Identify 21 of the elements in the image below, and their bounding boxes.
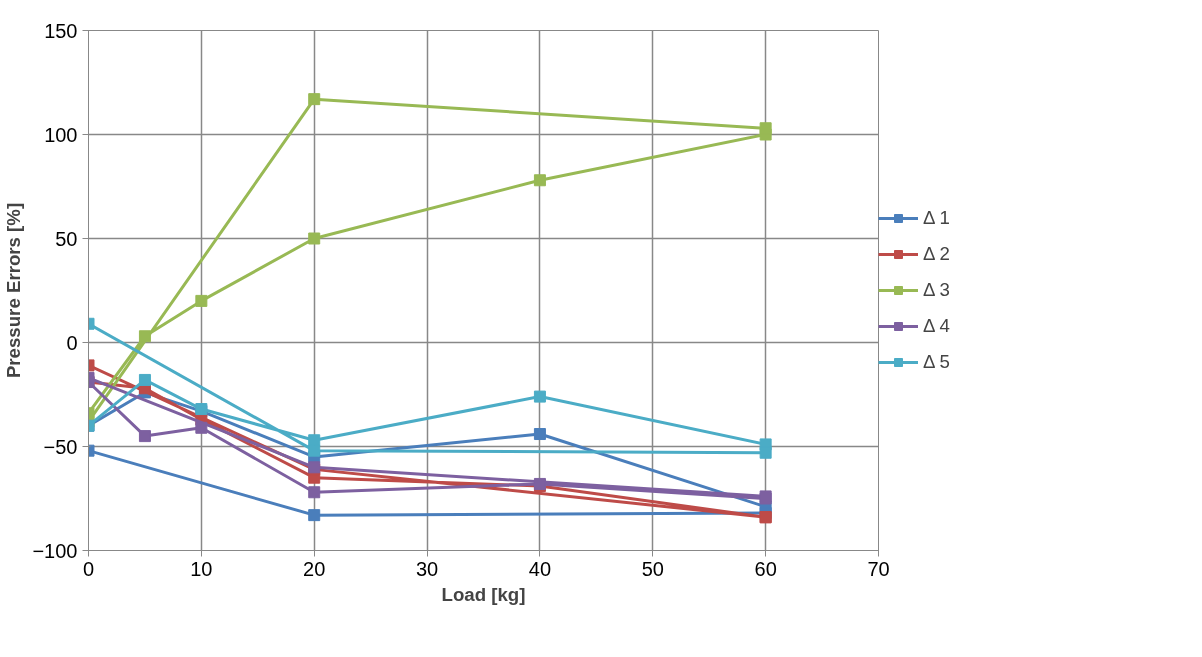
x-tick-label: 20 xyxy=(303,557,326,580)
x-tick-label: 40 xyxy=(528,557,552,580)
x-tick-label: 30 xyxy=(415,557,439,580)
y-tick-label: 50 xyxy=(55,227,78,250)
x-axis-title: Load [kg] xyxy=(441,583,526,605)
y-tick-label: 150 xyxy=(44,19,78,42)
x-tick-label: 50 xyxy=(641,557,664,580)
legend-label: Δ 1 xyxy=(923,207,950,229)
x-tick-label: 0 xyxy=(82,557,95,580)
y-tick-label: 0 xyxy=(66,331,78,354)
legend-label: Δ 4 xyxy=(923,315,950,337)
legend-label: Δ 3 xyxy=(923,279,950,301)
y-tick-label: −100 xyxy=(32,539,78,562)
x-tick-label: 60 xyxy=(754,557,777,580)
y-axis-title: Pressure Errors [%] xyxy=(3,202,25,379)
y-tick-label: −50 xyxy=(43,435,78,458)
y-tick-label: 100 xyxy=(44,123,78,146)
x-tick-label: 70 xyxy=(867,557,890,580)
legend-label: Δ 5 xyxy=(923,351,950,373)
x-tick-label: 10 xyxy=(190,557,213,580)
legend-label: Δ 2 xyxy=(923,243,950,265)
